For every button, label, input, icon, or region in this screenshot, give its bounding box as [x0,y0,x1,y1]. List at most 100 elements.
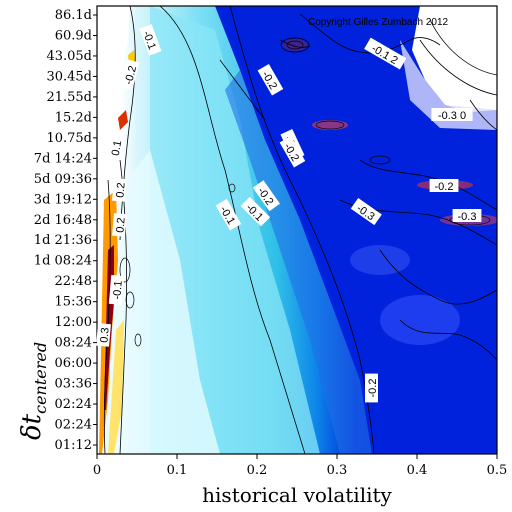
contour-label-text: -0.2 [435,181,454,193]
contour-line-14 [279,39,311,48]
contour-label-bg [112,178,127,202]
copyright-text: Copyright Gilles Zumbach 2012 [308,17,449,28]
y-tick-label: 12:00 [55,315,92,330]
x-tick-label: 0.3 [327,463,348,478]
heatmap-light-band [105,150,220,454]
x-tick-label: 0.5 [487,463,508,478]
contour-label-bg [215,199,242,231]
contour-loop-7 [125,291,135,309]
contour-label-bg [252,180,280,212]
contour-label-bg [108,275,125,305]
contour-line-1 [159,6,306,454]
contour-label-bg [96,323,111,347]
light-patch-2 [350,245,410,275]
contour-label-bg [429,179,459,192]
contour-loop-8 [134,333,142,347]
contour-label-text: -0.2 [123,65,140,86]
contour-label-text: 0.1 [110,140,124,157]
plot-area [97,6,497,454]
y-tick-label: 01:12 [55,438,92,453]
missing-data-topright [412,6,497,112]
y-axis-title: δtcentered [17,342,50,440]
contour-label-bg [257,64,284,96]
contour-label: 0.2 [112,178,128,202]
contour-label-bg [365,373,378,403]
x-axis-ticks: 0 0.1 0.2 0.3 0.4 0.5 [93,454,507,478]
y-tick-label: 43.05d [46,49,92,64]
y-tick-label: 02:24 [55,397,92,412]
missing-data-fade [400,40,497,130]
contour-label-text: 0.2 [114,217,127,233]
hot-spot-1 [118,110,128,130]
y-tick-label: 30.45d [46,69,92,84]
x-tick-label: 0 [93,463,101,478]
contour-line-13 [219,59,266,121]
contour-label: -0.2 [119,59,140,91]
y-tick-label: 2d 16:48 [34,213,92,228]
light-patch-1 [380,295,460,345]
contour-loops [119,37,491,347]
y-tick-label: 02:24 [55,418,92,433]
contour-line-15 [469,99,497,131]
contour-label-bg [119,59,140,91]
contour-line-12 [399,319,497,361]
y-axis-title-sub: centered [31,342,50,414]
contour-loop-9 [228,183,236,193]
contour-line-11 [379,249,497,305]
plot-frame [96,5,498,455]
contour-label: -0.2 [365,373,379,403]
contour-label-bg [350,198,382,226]
y-tick-label: 21.55d [46,90,92,105]
contour-label-text: -0.2 [367,379,379,398]
y-tick-label: 60.9d [55,28,92,43]
x-tick-label: 0.4 [407,463,428,478]
contour-label-text: 0.3 [98,327,111,343]
contour-label-bg [431,108,473,121]
contour-label: -0.3 0 [431,108,473,122]
y-tick-label: 06:00 [55,356,92,371]
y-tick-label: 03:36 [55,377,92,392]
y-tick-label: 1d 21:36 [34,233,92,248]
contour-label-bg [107,135,124,161]
x-axis-title: historical volatility [202,483,392,507]
contour-loop-2 [280,37,310,53]
contour-label-bg [112,213,127,237]
contour-label-bg [364,37,407,70]
contour-loop-6 [119,257,131,283]
contour-line-8 [429,19,497,76]
contour-label-text: 0.2 [114,182,127,198]
y-tick-label: 15:36 [55,295,92,310]
contour-label-bg [279,136,306,168]
contour-label: 0.3 [96,323,112,347]
contour-label: -0.2 [429,179,459,193]
contour-loop-3 [369,155,391,165]
contour-label: -0.1 [108,275,125,305]
y-tick-label: 15.2d [55,110,92,125]
contour-label: 0.2 [112,213,128,237]
x-tick-label: 0.1 [167,463,188,478]
y-tick-label: 3d 19:12 [34,192,92,207]
y-axis-title-main: δt [17,413,47,440]
contour-label-bg [139,24,162,56]
contour-loop-1 [286,40,304,50]
heatmap-blue-transition [225,70,372,454]
y-tick-label: 1d 08:24 [34,254,92,269]
y-tick-label: 86.1d [55,8,92,23]
contour-label-bg [452,209,482,222]
svg-text:δtcentered: δtcentered [17,342,50,440]
x-tick-label: 0.2 [247,463,268,478]
contour-line-3 [119,6,136,241]
y-tick-label: 7d 14:24 [34,151,92,166]
contour-label: -0.3 [452,209,482,223]
contour-label: 0.1 [107,135,124,161]
contour-label-bg [240,196,271,227]
hot-spot-3 [312,120,348,130]
y-axis-ticks: 01:12 02:24 02:24 03:36 06:00 08:24 12:00 15:36… [34,8,97,453]
yellow-fringe-left [108,320,124,454]
contour-label-text: -0.1 [111,280,125,300]
y-tick-label: 5d 09:36 [34,172,92,187]
y-tick-label: 10.75d [46,131,92,146]
contour-line-5 [103,179,111,454]
contour-label-text: -0.3 [458,211,477,223]
